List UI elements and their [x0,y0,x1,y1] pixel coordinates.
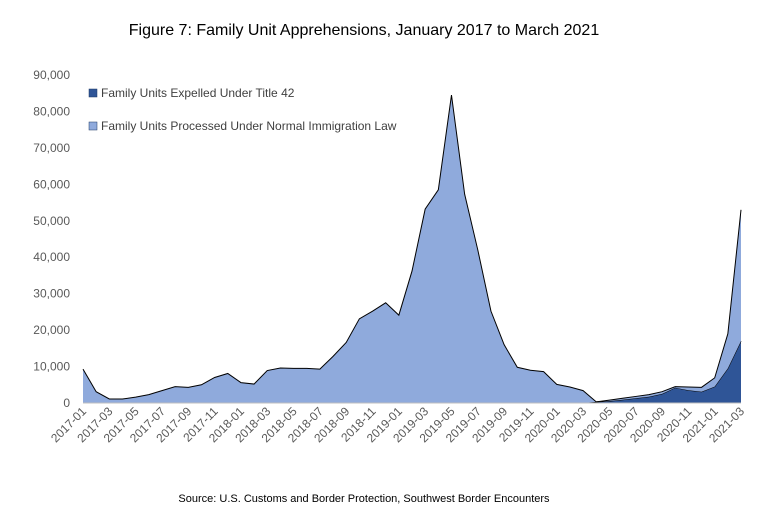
chart-source: Source: U.S. Customs and Border Protecti… [178,493,550,505]
legend-label: Family Units Expelled Under Title 42 [101,86,295,100]
legend-label: Family Units Processed Under Normal Immi… [101,119,397,133]
y-tick-label: 90,000 [33,68,70,82]
legend: Family Units Expelled Under Title 42 Fami… [88,86,397,133]
y-tick-label: 0 [63,396,70,410]
y-tick-label: 50,000 [33,214,70,228]
x-axis: 2017-012017-032017-052017-072017-092017-… [48,402,747,445]
series-area-1 [83,341,741,403]
series-area-2 [83,95,741,404]
y-axis: 0 10,000 20,000 30,000 40,000 50,000 60,000 70,… [33,68,70,410]
y-tick-label: 80,000 [33,104,70,118]
series-outline-2 [82,94,742,403]
y-tick-label: 10,000 [33,360,70,374]
y-tick-label: 60,000 [33,177,70,191]
y-tick-label: 70,000 [33,141,70,155]
legend-swatch [88,88,98,98]
chart-title: Figure 7: Family Unit Apprehensions, Jan… [128,22,600,39]
legend-swatch [88,121,98,131]
y-tick-label: 20,000 [33,323,70,337]
y-tick-label: 40,000 [33,250,70,264]
chart-areas [82,94,742,404]
y-tick-label: 30,000 [33,287,70,301]
